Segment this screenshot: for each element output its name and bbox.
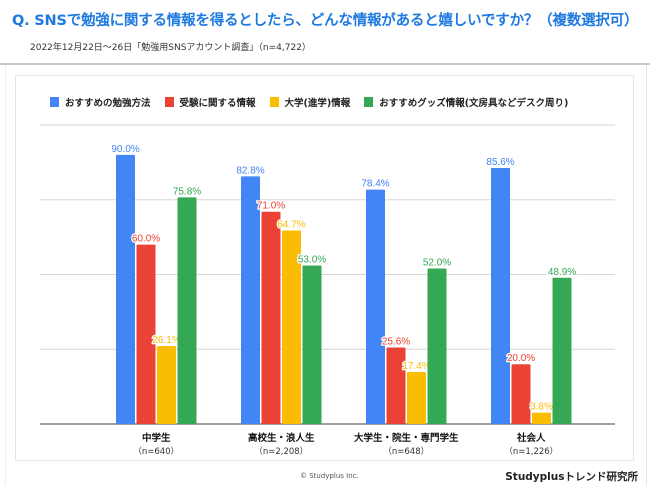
data-label: 60.0%: [132, 234, 160, 245]
legend-item-exam-info: 受験に関する情報: [164, 95, 256, 109]
data-label: 20.0%: [507, 353, 535, 364]
legend-item-goods-info: おすすめグッズ情報(文房具などデスク周り): [364, 95, 568, 109]
legend-label: おすすめグッズ情報(文房具などデスク周り): [379, 98, 569, 109]
chart-title: Q. SNSで勉強に関する情報を得るとしたら、どんな情報があると嬉しいですか？（…: [12, 13, 639, 29]
bar: [532, 412, 551, 424]
x-tick-label: 高校生・浪人生: [247, 433, 315, 444]
legend-swatch: [269, 97, 279, 107]
x-tick-sample-size: （n=640）: [133, 447, 180, 457]
chart-subtitle: 2022年12月22日～26日「勉強用SNSアカウント調査」（n=4,722）: [30, 43, 311, 53]
bar: [407, 371, 426, 424]
bar: [261, 211, 281, 424]
legend: おすすめの勉強方法 受験に関する情報 大学(進学)情報 おすすめグッズ情報(文房…: [50, 95, 568, 109]
x-tick-label: 中学生: [141, 433, 171, 444]
legend-swatch: [164, 97, 174, 107]
bar: [427, 268, 447, 424]
x-tick-label: 大学生・院生・専門学生: [353, 433, 459, 444]
data-label: 85.6%: [486, 157, 514, 168]
bar: [491, 168, 510, 424]
bar: [511, 364, 531, 424]
x-tick-label: 社会人: [516, 433, 546, 444]
data-label: 75.8%: [173, 186, 201, 197]
bar: [177, 197, 197, 424]
data-label: 90.0%: [111, 144, 139, 155]
data-label: 3.8%: [530, 402, 553, 413]
data-label: 78.4%: [361, 179, 389, 190]
bar: [302, 265, 322, 424]
bar: [282, 230, 301, 424]
header-divider: [0, 63, 650, 65]
legend-item-study-method: おすすめの勉強方法: [50, 95, 151, 109]
bar: [386, 347, 406, 424]
bar: [366, 189, 385, 424]
bar: [552, 277, 572, 424]
legend-label: おすすめの勉強方法: [65, 98, 151, 109]
data-label: 25.6%: [382, 336, 410, 347]
legend-label: 大学(進学)情報: [284, 98, 351, 109]
legend-label: 受験に関する情報: [179, 98, 256, 109]
legend-item-university-info: 大学(進学)情報: [269, 95, 351, 109]
x-tick-sample-size: （n=2,208）: [254, 447, 309, 457]
x-tick-sample-size: （n=1,226）: [504, 447, 559, 457]
data-label: 17.4%: [402, 361, 430, 372]
outer-frame: [5, 65, 647, 485]
data-label: 48.9%: [548, 267, 576, 278]
data-label: 71.0%: [257, 201, 285, 212]
bar: [116, 154, 135, 424]
data-label: 64.7%: [277, 220, 305, 231]
x-tick-sample-size: （n=648）: [383, 447, 430, 457]
bar: [241, 176, 260, 424]
data-label: 82.8%: [236, 165, 264, 176]
legend-swatch: [50, 97, 59, 107]
brand-logo: Studyplusトレンド研究所: [505, 471, 638, 483]
data-label: 26.1%: [152, 335, 180, 346]
data-label: 53.0%: [298, 255, 326, 266]
legend-swatch: [364, 97, 374, 107]
bar: [157, 345, 176, 424]
bar: [136, 244, 156, 424]
data-label: 52.0%: [423, 258, 451, 269]
copyright: © Studyplus Inc.: [300, 472, 359, 480]
